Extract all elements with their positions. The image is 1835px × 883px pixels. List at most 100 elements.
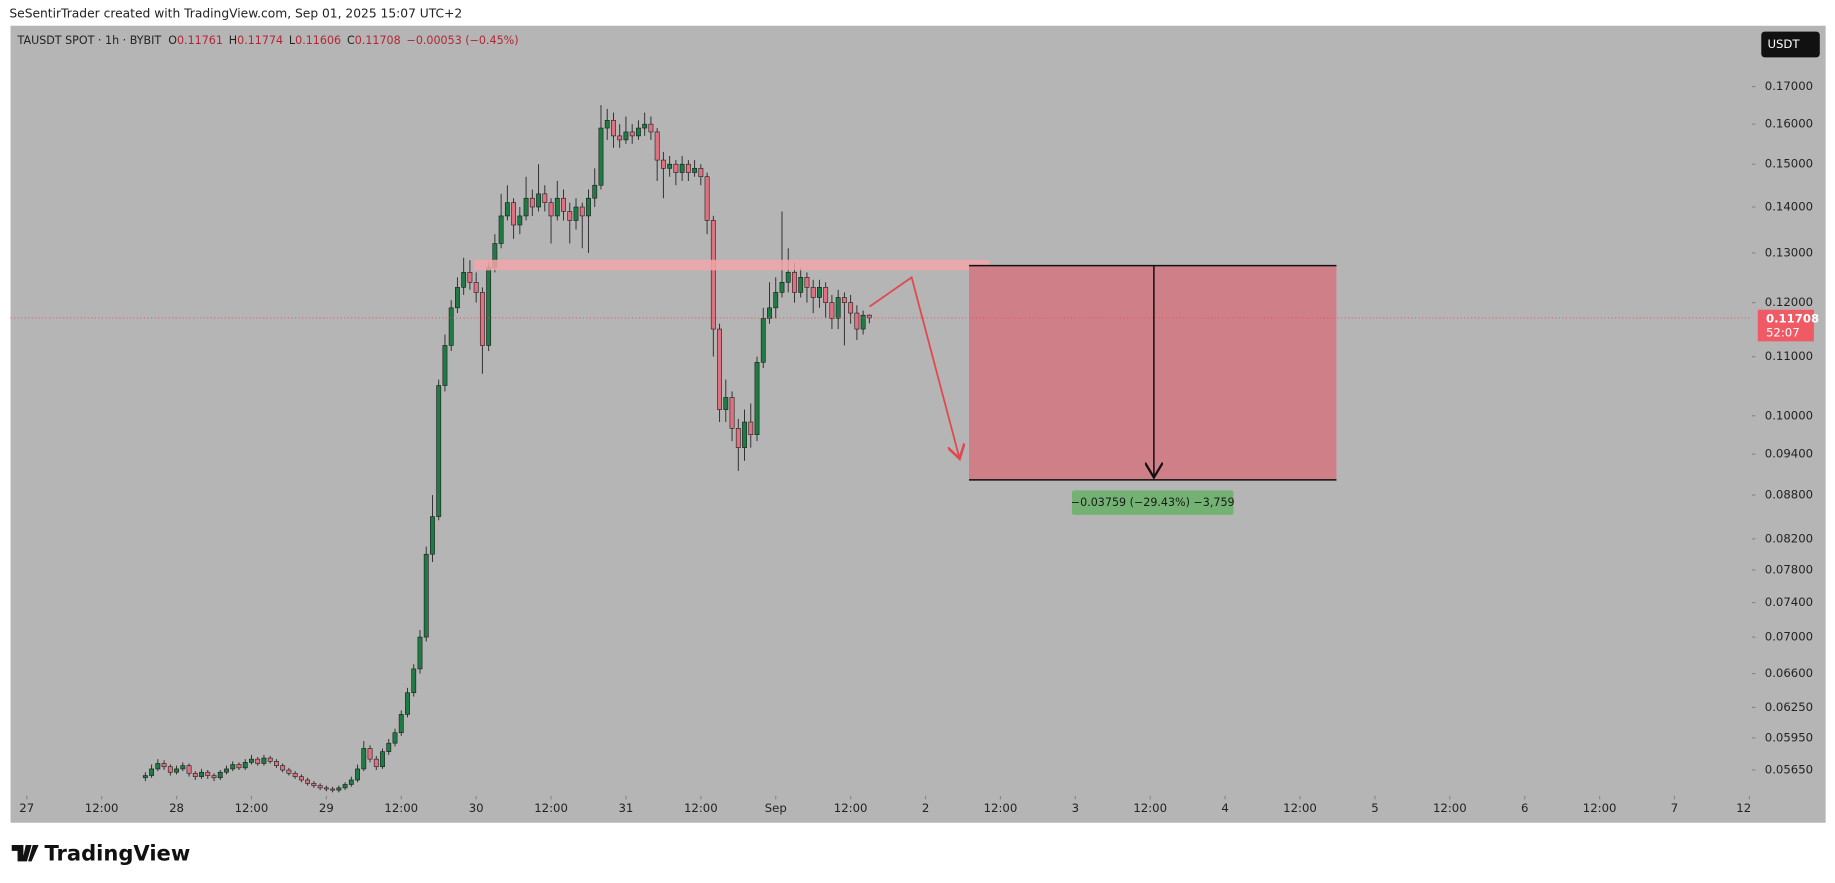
candle-body [411,668,417,693]
candle-body [142,775,148,779]
y-tick-label: 0.15000 [1765,157,1813,171]
logo-text: TradingView [44,840,190,865]
x-tick-label: 4 [1221,801,1228,815]
candle-body [311,783,317,786]
candle-body [654,131,660,161]
y-tick-label: 0.06250 [1765,700,1813,714]
candle-body [848,302,854,314]
candle-body [592,184,598,199]
candle-body [754,362,760,435]
candle-body [642,123,648,129]
candle-body [579,206,585,217]
y-tick-label: 0.12000 [1765,295,1813,309]
candle-body [860,314,866,330]
chart-pane [10,25,1826,823]
legend-text: TAUSDT SPOT · 1h · BYBIT O0.11761 H0.11774… [17,34,519,47]
candle-body [473,282,479,293]
candle-body [623,131,629,141]
currency-button[interactable] [1761,31,1820,58]
candle-body [536,193,541,208]
candle-body [479,292,485,346]
candle-body [779,282,785,293]
candle-body [467,272,473,283]
candle-body [798,277,804,293]
candle-body [355,768,360,781]
price-label: 0.11708 [1766,312,1819,326]
candle-body [205,771,211,776]
y-tick-label: 0.06600 [1765,666,1813,680]
candle-body [748,421,754,435]
candle-body [386,742,392,752]
candle-body [274,761,279,766]
candle-body [336,787,342,791]
y-tick-label: 0.13000 [1765,245,1813,259]
candle-body [573,206,579,221]
candle-body [586,197,591,217]
candle-body [667,163,673,169]
ohlc-prefix: O [168,34,177,47]
candle-body [760,318,766,363]
candle-body [267,757,273,762]
candle-body [542,193,548,203]
ohlc-prefix: H [229,34,237,47]
ohlc-value: 0.11774 [237,34,283,47]
y-tick-label: 0.10000 [1765,408,1813,422]
candle-body [548,202,554,217]
ohlc-value: 0.11761 [177,34,223,47]
candle-body [704,176,710,221]
x-tick-label: 12:00 [1283,801,1317,815]
candle-body [442,345,448,386]
candle-body [717,328,722,410]
symbol-legend: TAUSDT SPOT · 1h · BYBIT O0.11761 H0.11774… [17,34,519,47]
candle-body [149,768,155,776]
candle-body [735,428,741,448]
candle-body [523,197,529,217]
x-tick-label: 12:00 [1133,801,1167,815]
x-axis: 27 12:00 28 12:00 29 12:00 30 12:00 31 12:00 Sep 12… [19,795,1752,815]
candle-body [498,215,504,244]
candle-body [405,692,410,715]
candle-body [461,272,467,288]
y-tick-label: 0.07800 [1765,562,1813,576]
candle-body [455,287,460,309]
candle-body [723,397,729,410]
forecast-arrow [869,275,960,458]
currency[interactable]: USDT [1767,37,1800,51]
logo-mark [11,844,39,862]
candle-body [567,211,573,221]
y-tick-label: 0.16000 [1765,117,1813,131]
x-tick-label: 12:00 [1583,801,1617,815]
candle-body [841,297,847,303]
symbol: TAUSDT SPOT · 1h · BYBIT [17,34,162,47]
candle-body [604,119,610,129]
candle-body [342,784,348,789]
candle-body [317,785,323,789]
logo: TradingView [11,840,190,865]
y-tick-label: 0.05650 [1765,763,1813,777]
candle-body [792,272,797,293]
candle-body [561,197,566,212]
candle-body [392,732,398,744]
candle-body [348,779,354,785]
y-tick-label: 0.07000 [1765,630,1813,644]
candle-body [436,385,442,517]
candle-body [629,131,635,137]
candle-body [367,748,373,760]
candle-body [835,297,841,319]
candle-body [804,277,810,288]
ohlc-prefix: C [347,34,355,47]
candle-body [810,287,816,298]
candle-body [448,307,454,346]
candle-body [679,163,685,173]
resistance-zone [473,259,989,271]
x-tick-label: 5 [1371,801,1378,815]
x-tick-label: 12:00 [1433,801,1467,815]
candle-body [199,771,204,777]
candle-body [398,714,404,734]
candle-body [155,763,161,770]
x-tick-label: 12:00 [684,801,718,815]
y-tick-label: 0.17000 [1765,79,1813,93]
x-tick-label: 31 [619,801,634,815]
header: SeSentirTrader created with TradingView.… [9,7,462,21]
